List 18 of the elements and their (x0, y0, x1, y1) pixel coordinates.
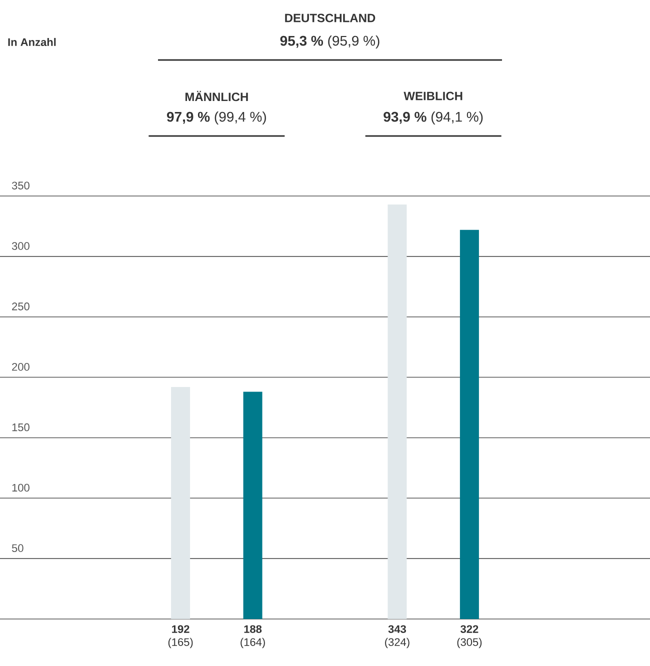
y-tick-label: 150 (12, 423, 30, 432)
text: WEIBLICH (404, 92, 462, 100)
y-tick-label: 100 (12, 484, 30, 492)
y-tick-label: 50 (12, 544, 24, 552)
data-label: 322 (305) (457, 625, 482, 648)
y-tick-label: 200 (12, 362, 30, 371)
y-tick-label: 250 (12, 302, 30, 310)
data-label: 343 (324) (385, 625, 410, 648)
text: 97,9 % (99,4 %) (166, 111, 266, 125)
y-tick-label: 300 (12, 242, 30, 250)
chart-title: DEUTSCHLAND (285, 14, 376, 22)
data-label: 188 (164) (240, 625, 265, 648)
chart-subtitle: 95,3 % (95,9 %) (280, 35, 380, 49)
text: 93,9 % (94,1 %) (384, 111, 483, 125)
y-tick-label: 350 (12, 182, 30, 190)
data-label: 192 (165) (168, 625, 193, 648)
text: In Anzahl (8, 38, 56, 46)
text: MÄNNLICH (185, 90, 248, 102)
